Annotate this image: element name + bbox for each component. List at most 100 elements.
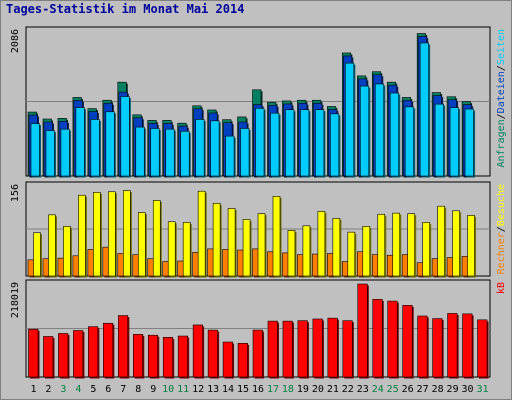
bar-seiten-day-1 [30,123,40,177]
x-tick-label-day-13: 13 [207,384,219,395]
x-tick-label-day-8: 8 [135,384,141,395]
bar-seiten-day-27 [419,42,429,177]
bar-seiten-day-9 [150,128,160,177]
bar-besuche-day-13 [212,203,221,277]
bar-seiten-day-24 [374,83,385,177]
bar-besuche-day-7 [123,190,131,277]
bar-kb-day-30 [462,313,473,378]
x-tick-label-day-23: 23 [357,384,369,395]
right-axis-label-segment: Rechner [496,232,507,274]
bar-seiten-day-5 [90,119,100,177]
bar-besuche-day-10 [167,221,176,277]
y-max-label-3: 218019 [10,282,21,318]
y-max-label-2: 156 [10,184,21,202]
bar-seiten-day-10 [165,128,175,177]
right-axis-label-segment: Besuche [496,184,507,226]
x-tick-label-day-18: 18 [282,384,294,395]
bar-seiten-day-11 [180,130,190,177]
x-tick-label-day-14: 14 [222,384,234,395]
right-axis-label-segment: / [496,113,507,119]
x-tick-label-day-21: 21 [327,384,339,395]
bar-besuche-day-15 [242,219,251,277]
bar-seiten-day-8 [135,126,145,177]
x-tick-label-day-9: 9 [150,384,156,395]
bar-besuche-day-1 [33,232,41,277]
x-tick-label-day-15: 15 [237,384,249,395]
bar-besuche-day-3 [63,226,71,277]
x-tick-label-day-12: 12 [192,384,204,395]
x-tick-label-day-26: 26 [402,384,414,395]
bar-besuche-day-23 [362,226,371,277]
bar-seiten-day-23 [359,85,370,177]
right-axis-label-1: Anfragen/Dateien/Seiten [496,29,507,168]
bar-kb-day-6 [103,322,114,378]
bar-kb-day-11 [177,335,188,378]
bar-kb-day-7 [118,315,129,378]
bar-kb-day-3 [58,333,69,378]
x-tick-label-day-31: 31 [476,384,488,395]
bar-besuche-day-17 [272,196,281,277]
right-axis-label-segment: / [496,65,507,71]
bar-seiten-day-19 [300,109,310,177]
bar-besuche-day-18 [287,230,296,277]
bar-seiten-day-30 [464,108,474,177]
right-axis-label-segment: kB [496,282,507,294]
bar-kb-day-13 [207,329,218,378]
x-tick-label-day-29: 29 [447,384,459,395]
bar-besuche-day-8 [137,212,146,277]
bar-besuche-day-29 [452,210,460,277]
bar-kb-day-5 [88,326,99,378]
bar-kb-day-19 [297,320,308,378]
bar-seiten-day-26 [404,106,414,177]
bar-seiten-day-22 [345,62,355,177]
x-tick-label-day-17: 17 [267,384,279,395]
bar-kb-day-28 [432,318,443,378]
bar-seiten-day-14 [225,135,235,177]
bar-kb-day-26 [402,305,413,378]
x-tick-label-day-20: 20 [312,384,324,395]
bar-kb-day-22 [342,320,353,378]
bar-seiten-day-28 [434,103,444,177]
x-tick-label-day-25: 25 [387,384,399,395]
bar-seiten-day-6 [105,111,115,177]
bar-kb-day-31 [477,319,488,378]
bar-seiten-day-15 [240,128,250,177]
x-tick-label-day-30: 30 [462,384,474,395]
bar-seiten-day-4 [75,107,85,177]
right-axis-label-segment: / [496,226,507,232]
bar-besuche-day-9 [152,200,161,277]
y-max-label-1: 2086 [10,29,21,53]
x-tick-label-day-6: 6 [105,384,111,395]
x-tick-label-day-1: 1 [30,384,36,395]
bar-besuche-day-30 [467,215,475,277]
right-axis-label-segment: Seiten [496,29,507,65]
bar-besuche-day-27 [422,222,430,277]
bar-besuche-day-11 [182,222,191,277]
x-tick-label-day-4: 4 [75,384,81,395]
bar-seiten-day-20 [315,109,325,177]
right-axis-label-2: Rechner/Besuche [496,184,507,274]
bar-besuche-day-16 [257,213,266,277]
bar-kb-day-24 [372,299,383,378]
bar-kb-day-18 [282,320,293,378]
bar-besuche-day-19 [302,225,311,277]
x-tick-label-day-10: 10 [162,384,174,395]
bar-besuche-day-24 [377,213,386,277]
bar-seiten-day-21 [330,113,340,177]
bar-kb-day-9 [147,334,159,378]
bar-kb-day-16 [252,329,263,378]
bar-kb-day-20 [312,318,323,378]
bar-seiten-day-17 [270,112,280,177]
bar-seiten-day-7 [120,96,130,177]
bar-kb-day-12 [192,324,203,378]
bar-besuche-day-20 [317,211,326,277]
bar-seiten-day-18 [285,109,295,177]
bar-besuche-day-12 [197,190,206,277]
bar-kb-day-2 [43,336,54,378]
chart-title: Tages-Statistik im Monat Mai 2014 [6,2,245,16]
bar-seiten-day-16 [255,108,265,177]
bar-kb-day-1 [28,328,39,378]
bar-besuche-day-22 [347,231,356,277]
bar-besuche-day-4 [78,194,86,277]
